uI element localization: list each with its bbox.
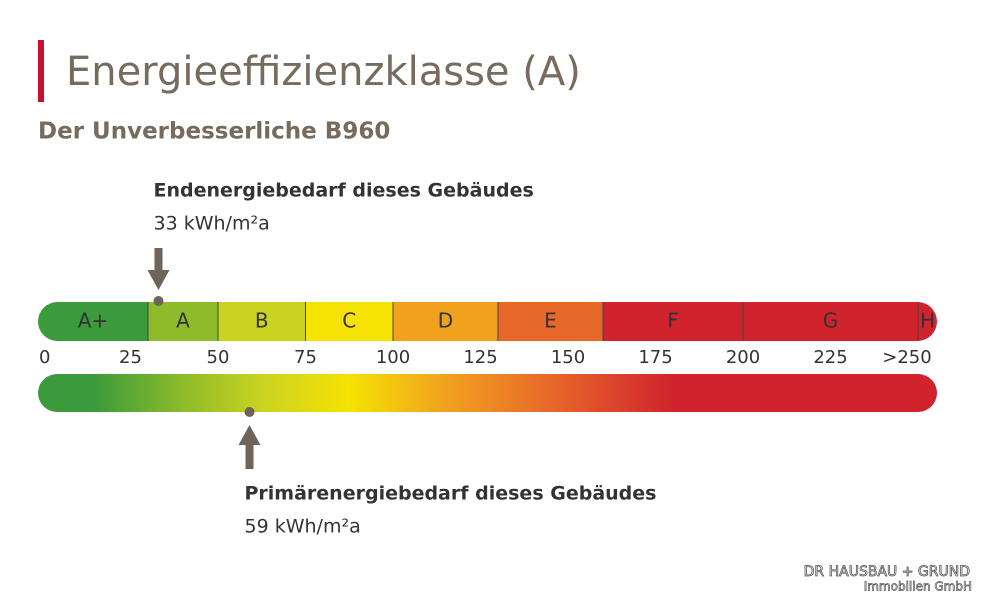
marker-arrow xyxy=(147,248,170,290)
class-label: A+ xyxy=(78,309,108,333)
class-segment xyxy=(603,302,743,341)
class-segment xyxy=(38,302,148,341)
marker-label: Endenergiebedarf dieses Gebäudes xyxy=(154,180,534,202)
x-tick-label: 100 xyxy=(376,347,410,368)
x-tick-label: >250 xyxy=(882,347,931,368)
class-label: A xyxy=(176,309,190,333)
class-segment xyxy=(918,302,937,341)
footer-line2: Immobilien GmbH xyxy=(864,580,972,594)
title-accent xyxy=(38,40,44,102)
class-segment xyxy=(305,302,393,341)
marker-arrow xyxy=(238,425,261,469)
class-label: F xyxy=(667,309,679,333)
class-label: C xyxy=(342,309,356,333)
marker-value: 59 kWh/m²a xyxy=(245,516,361,538)
class-label: E xyxy=(544,309,557,333)
x-tick-label: 75 xyxy=(294,347,317,368)
x-tick-label: 225 xyxy=(813,347,847,368)
x-tick-label: 50 xyxy=(207,347,230,368)
gradient-bar xyxy=(38,374,937,412)
x-tick-label: 0 xyxy=(39,347,50,368)
class-segment xyxy=(498,302,603,341)
marker-label: Primärenergiebedarf dieses Gebäudes xyxy=(245,483,657,505)
class-label: D xyxy=(438,309,453,333)
x-tick-label: 125 xyxy=(463,347,497,368)
x-tick-label: 150 xyxy=(551,347,585,368)
marker-dot xyxy=(244,407,255,417)
class-label: G xyxy=(823,309,839,333)
marker-dot xyxy=(153,296,164,306)
x-tick-label: 200 xyxy=(726,347,760,368)
class-segment xyxy=(218,302,306,341)
class-segment xyxy=(393,302,498,341)
title: Energieeffizienzklasse (A) xyxy=(66,49,581,95)
footer-line1: DR HAUSBAU + GRUND xyxy=(804,564,970,580)
class-segment xyxy=(148,302,218,341)
x-tick-label: 175 xyxy=(638,347,672,368)
x-tick-label: 25 xyxy=(119,347,142,368)
marker-value: 33 kWh/m²a xyxy=(154,213,270,235)
class-label: H xyxy=(920,309,935,333)
class-segment xyxy=(743,302,918,341)
subtitle: Der Unverbesserliche B960 xyxy=(38,119,390,145)
class-label: B xyxy=(255,309,269,333)
class-bar xyxy=(38,302,937,341)
